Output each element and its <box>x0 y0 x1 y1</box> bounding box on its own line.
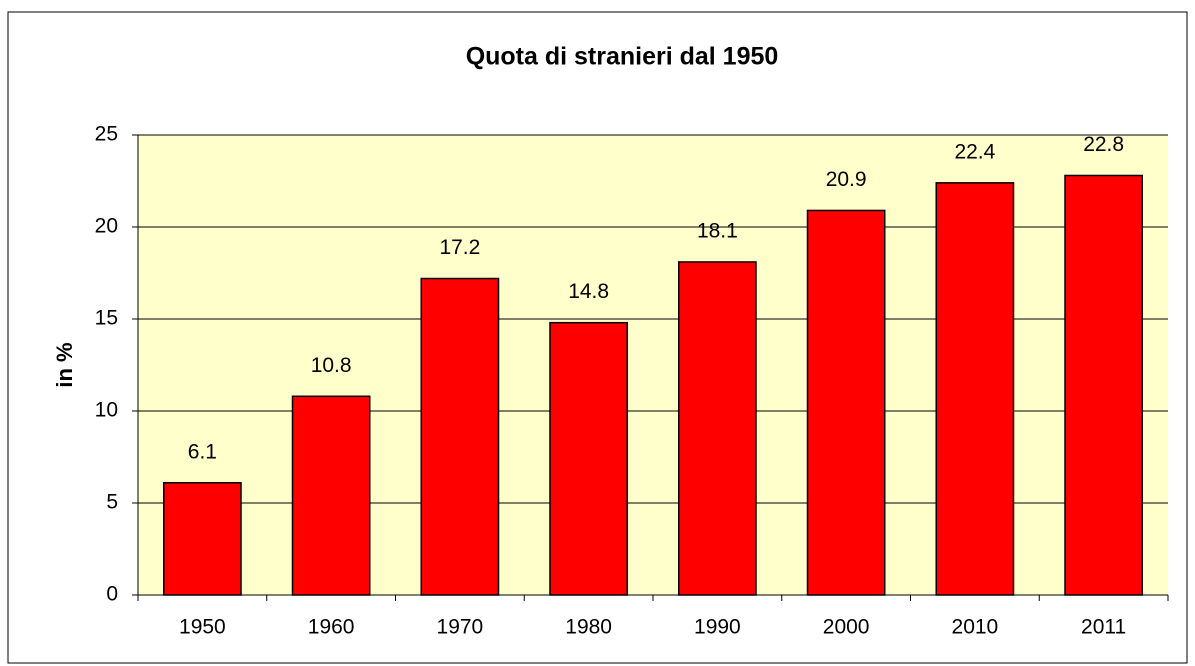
y-tick-label: 5 <box>106 491 118 514</box>
data-label: 14.8 <box>568 280 609 303</box>
y-tick-label: 15 <box>95 307 118 330</box>
x-tick-label: 2010 <box>952 616 999 639</box>
bar <box>549 321 628 596</box>
bar <box>291 395 371 596</box>
data-label: 6.1 <box>188 440 217 463</box>
bar <box>806 209 886 596</box>
x-tick-label: 2011 <box>1081 616 1126 639</box>
bar <box>678 261 757 596</box>
x-tick-label: 1950 <box>179 616 226 639</box>
y-axis-label: in % <box>52 342 77 387</box>
y-tick-label: 20 <box>95 215 118 238</box>
chart-title: Quota di stranieri dal 1950 <box>466 43 779 71</box>
bar <box>163 482 242 596</box>
data-label: 22.4 <box>954 140 995 163</box>
x-tick-label: 1980 <box>565 616 612 639</box>
bar <box>1064 174 1143 596</box>
x-tick-label: 1990 <box>694 616 741 639</box>
y-tick-label: 0 <box>106 583 118 606</box>
y-tick-label: 10 <box>95 399 118 422</box>
x-tick-label: 1960 <box>308 616 355 639</box>
x-tick-label: 2000 <box>823 616 870 639</box>
data-label: 18.1 <box>697 220 738 243</box>
data-label: 22.8 <box>1083 133 1124 156</box>
data-label: 10.8 <box>311 354 352 377</box>
data-label: 20.9 <box>826 168 867 191</box>
y-tick-label: 25 <box>95 123 118 146</box>
bar <box>420 277 500 596</box>
data-label: 17.2 <box>439 236 480 259</box>
bar <box>935 182 1015 596</box>
x-tick-label: 1970 <box>437 616 484 639</box>
